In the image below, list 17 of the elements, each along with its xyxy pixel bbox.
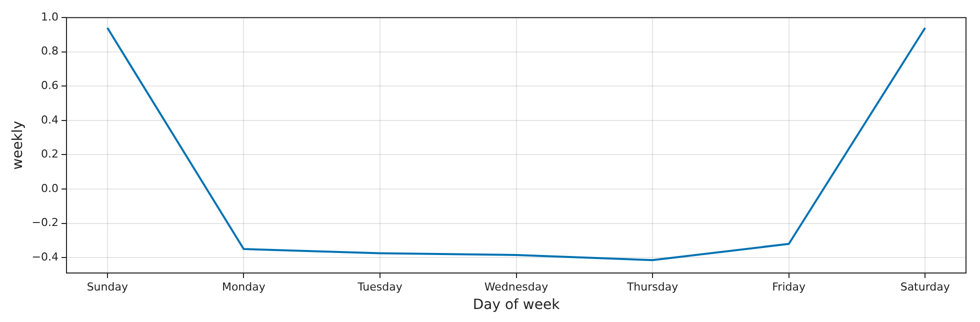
x-tick-label: Monday <box>222 280 266 294</box>
x-tick-label: Saturday <box>900 280 950 294</box>
x-tick-label: Sunday <box>86 280 128 294</box>
y-tick-label: 0.6 <box>41 79 59 92</box>
y-tick-label: −0.4 <box>32 250 59 264</box>
x-axis-title: Day of week <box>472 297 561 314</box>
x-tick-label: Friday <box>772 280 806 294</box>
y-tick-label: 0.4 <box>41 113 59 126</box>
y-tick-label: 0.8 <box>41 44 59 58</box>
x-tick-label: Tuesday <box>356 280 403 294</box>
x-tick-label: Wednesday <box>484 280 549 294</box>
y-tick-label: 0.2 <box>41 148 59 161</box>
y-tick-label: −0.2 <box>32 216 59 230</box>
y-tick-label: 1.0 <box>41 10 59 24</box>
x-tick-label: Thursday <box>626 280 679 294</box>
y-tick-label: 0.0 <box>41 182 59 195</box>
y-axis-title: weekly <box>10 120 26 170</box>
